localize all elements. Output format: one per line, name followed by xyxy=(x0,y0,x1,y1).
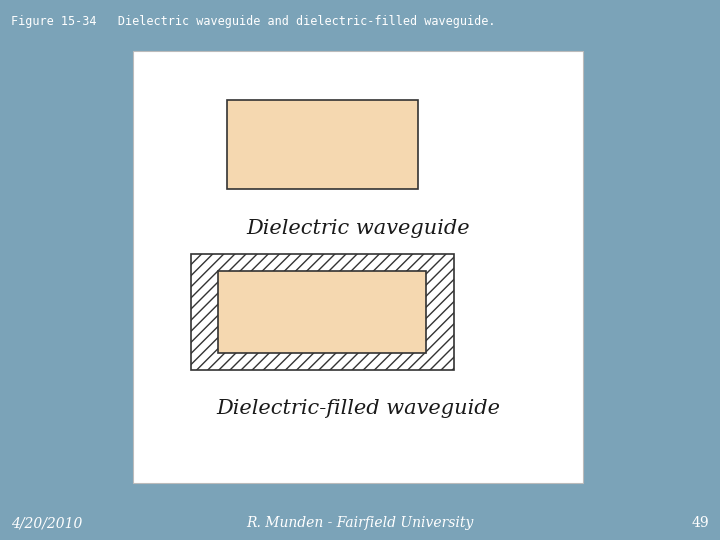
Text: Figure 15-34   Dielectric waveguide and dielectric-filled waveguide.: Figure 15-34 Dielectric waveguide and di… xyxy=(11,15,495,28)
Bar xyxy=(191,254,454,370)
Text: 49: 49 xyxy=(692,516,709,530)
Text: 4/20/2010: 4/20/2010 xyxy=(11,516,82,530)
Bar xyxy=(191,254,454,370)
Bar xyxy=(227,100,418,189)
Text: Dielectric-filled waveguide: Dielectric-filled waveguide xyxy=(216,399,500,417)
Text: R. Munden - Fairfield University: R. Munden - Fairfield University xyxy=(246,516,474,530)
Text: Dielectric waveguide: Dielectric waveguide xyxy=(246,219,469,238)
Bar xyxy=(133,51,583,483)
Bar xyxy=(218,271,426,353)
